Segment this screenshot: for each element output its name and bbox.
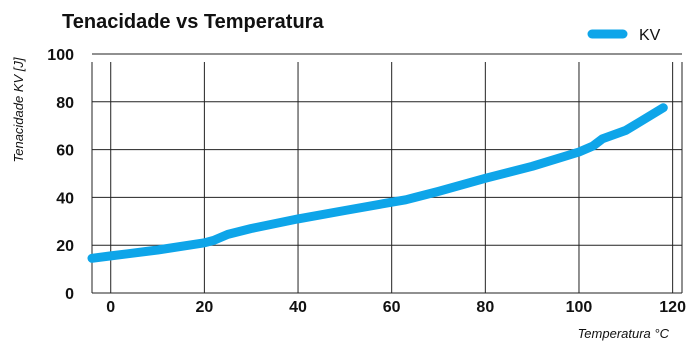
x-tick-label: 60 — [383, 299, 401, 316]
y-tick-label: 20 — [56, 238, 74, 255]
series — [87, 103, 668, 263]
x-tick-label: 0 — [106, 299, 115, 316]
x-axis-label: Temperatura °C — [578, 326, 670, 341]
x-tick-label: 80 — [476, 299, 494, 316]
x-tick-label: 120 — [659, 299, 686, 316]
y-tick-labels: 0 20 40 60 80 100 — [47, 47, 74, 303]
x-tick-label: 20 — [195, 299, 213, 316]
x-tick-label: 100 — [566, 299, 593, 316]
y-axis-label: Tenacidade KV [J] — [11, 57, 26, 162]
series-line-KV — [87, 103, 668, 263]
y-tick-label: 60 — [56, 143, 74, 160]
legend-label: KV — [639, 27, 661, 44]
y-tick-label: 0 — [65, 286, 74, 303]
y-tick-label: 100 — [47, 47, 74, 64]
chart-title: Tenacidade vs Temperatura — [62, 11, 324, 33]
legend: KV — [587, 27, 661, 44]
y-tick-label: 80 — [56, 95, 74, 112]
x-tick-label: 40 — [289, 299, 307, 316]
y-tick-label: 40 — [56, 190, 74, 207]
grid — [91, 53, 683, 294]
x-tick-labels: 0 20 40 60 80 100 120 — [106, 299, 686, 316]
